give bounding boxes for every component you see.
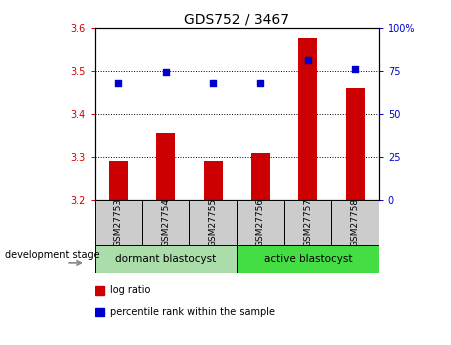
Text: GSM27756: GSM27756 [256,198,265,247]
Bar [95,286,104,295]
Bar [299,38,318,200]
Text: GSM27757: GSM27757 [304,198,312,247]
Text: GSM27758: GSM27758 [351,198,359,247]
Bar [189,200,237,245]
Text: GSM27754: GSM27754 [161,198,170,247]
Point [257,80,264,86]
Text: percentile rank within the sample: percentile rank within the sample [110,307,276,317]
Bar [284,200,331,245]
Bar [331,200,379,245]
Text: dormant blastocyst: dormant blastocyst [115,254,216,264]
Point [162,70,169,75]
Title: GDS752 / 3467: GDS752 / 3467 [184,12,289,27]
Point [115,80,122,86]
Bar [95,308,104,316]
Bar [203,161,222,200]
Text: GSM27755: GSM27755 [209,198,217,247]
Point [209,80,216,86]
Bar [156,133,175,200]
Text: active blastocyst: active blastocyst [263,254,352,264]
Point [352,66,359,72]
Bar [345,88,364,200]
Point [304,58,311,63]
Bar [251,152,270,200]
Bar [95,200,142,245]
Bar [109,161,128,200]
Bar [237,200,284,245]
Bar [142,200,189,245]
Text: GSM27753: GSM27753 [114,198,123,247]
Bar [95,245,237,273]
Bar [237,245,379,273]
Text: log ratio: log ratio [110,285,151,295]
Text: development stage: development stage [5,250,99,260]
